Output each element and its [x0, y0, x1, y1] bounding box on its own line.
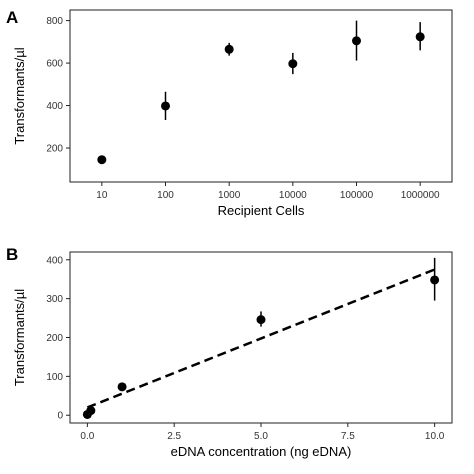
- y-tick-label-b: 100: [46, 372, 63, 383]
- y-tick-label-b: 300: [46, 294, 63, 305]
- x-tick-label-a: 10: [96, 190, 108, 201]
- data-point-a: [415, 32, 425, 42]
- data-point-a: [97, 155, 107, 165]
- y-axis-title-a: Transformants/µl: [12, 47, 27, 144]
- x-tick-label-a: 1000000: [401, 190, 440, 201]
- x-axis-title-a: Recipient Cells: [218, 203, 305, 218]
- plot-frame-a: [69, 9, 453, 183]
- y-axis-title-b: Transformants/µl: [12, 289, 27, 386]
- panel-letter-b: B: [6, 245, 18, 264]
- y-tick-label-b: 400: [46, 255, 63, 266]
- data-point-b: [256, 315, 266, 325]
- x-tick-label-b: 2.5: [167, 431, 181, 442]
- data-point-b: [117, 382, 127, 392]
- y-tick-label-a: 400: [46, 101, 63, 112]
- x-tick-label-a: 10000: [279, 190, 307, 201]
- x-tick-label-a: 100: [157, 190, 174, 201]
- x-tick-label-b: 5.0: [254, 431, 268, 442]
- y-tick-label-b: 0: [57, 411, 63, 422]
- y-tick-label-a: 200: [46, 144, 63, 155]
- data-point-a: [352, 36, 361, 46]
- data-point-a: [224, 44, 234, 54]
- y-tick-label-b: 200: [46, 333, 63, 344]
- x-tick-label-b: 0.0: [80, 431, 94, 442]
- data-point-a: [288, 59, 298, 69]
- x-tick-label-b: 7.5: [341, 431, 355, 442]
- x-tick-label-b: 10.0: [425, 431, 445, 442]
- data-point-b: [430, 275, 440, 285]
- panel-letter-a: A: [6, 8, 18, 27]
- fit-line-b: [86, 268, 436, 409]
- data-point-a: [161, 101, 170, 111]
- x-tick-label-a: 1000: [218, 190, 241, 201]
- x-axis-title-b: eDNA concentration (ng eDNA): [171, 444, 352, 459]
- data-point-b: [86, 406, 96, 416]
- y-tick-label-a: 800: [46, 16, 63, 27]
- x-tick-label-a: 100000: [340, 190, 374, 201]
- y-tick-label-a: 600: [46, 59, 63, 70]
